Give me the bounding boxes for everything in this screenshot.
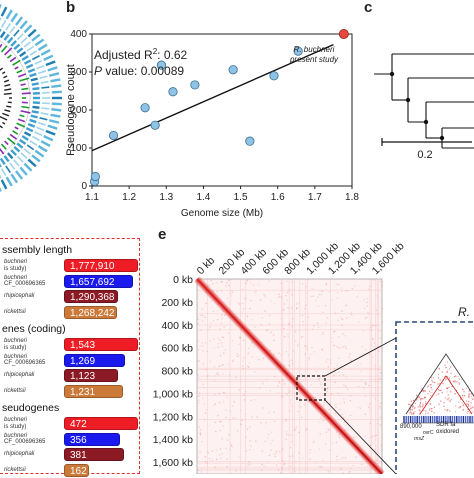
circular-genome-map <box>0 0 66 200</box>
section-title: ssembly length <box>2 244 72 256</box>
scatter-point <box>191 81 199 89</box>
inset-coord: 890,000 <box>400 424 422 430</box>
hic-left-tick-label: 1,600 kb <box>153 457 193 469</box>
stat-bar: 1,657,692 <box>64 275 133 288</box>
stat-bar: 1,543 <box>64 338 138 351</box>
inset-gene-2: ovrC <box>423 430 434 436</box>
x-tick-label: 1.7 <box>308 192 322 203</box>
inset-sdr-1: SDR fa <box>436 422 456 428</box>
scatter-point <box>109 131 117 139</box>
scatter-point <box>151 121 159 129</box>
species-label: rhipicephali <box>4 293 34 300</box>
stat-bar: 1,123 <box>64 369 118 382</box>
tree-scale-bar: 0.2 <box>380 138 474 168</box>
stat-bar: 1,269 <box>64 354 125 367</box>
x-tick-label: 1.4 <box>196 192 210 203</box>
p-value-label: P value: 0.00089 <box>94 64 184 78</box>
hic-left-tick-label: 200 kb <box>161 297 193 309</box>
scatter-point <box>169 88 177 96</box>
tree-scale-label: 0.2 <box>417 149 432 161</box>
stat-bar: 162 <box>64 464 89 477</box>
inset-title: R. <box>458 305 470 319</box>
hic-left-tick-label: 400 kb <box>161 320 193 332</box>
stat-bar: 1,231 <box>64 385 123 398</box>
hic-left-tick-label: 1,000 kb <box>153 388 193 400</box>
highlight-point <box>339 29 348 38</box>
stat-bar: 356 <box>64 433 120 446</box>
scatter-point <box>141 104 149 112</box>
species-label: rickettsii <box>4 309 26 316</box>
scatter-point <box>246 137 254 145</box>
hic-left-tick-label: 800 kb <box>161 366 193 378</box>
panel-letter-c: c <box>364 0 372 16</box>
section-title: enes (coding) <box>2 323 66 335</box>
y-axis-label: Pseudogene count <box>66 64 77 156</box>
scatter-point <box>91 172 99 180</box>
section-title: seudogenes <box>2 402 59 414</box>
hic-left-tick-label: 1,200 kb <box>153 411 193 423</box>
y-tick-label: 400 <box>70 29 87 40</box>
stat-bar: 381 <box>64 448 124 461</box>
species-label: rhipicephali <box>4 451 34 458</box>
inset-sdr-2: oxidored <box>436 429 459 435</box>
scatter-point <box>229 66 237 74</box>
panel-letter-b: b <box>66 0 75 16</box>
species-label: rickettsii <box>4 388 26 395</box>
scatter-point <box>270 72 278 80</box>
adjusted-r2-label: Adjusted R2: 0.62 <box>94 47 188 62</box>
inset-gene-1: rnsZ <box>414 436 425 442</box>
highlight-label-1: R. buchneri <box>294 45 335 54</box>
x-axis-label: Genome size (Mb) <box>181 208 263 219</box>
inset-panel <box>396 322 474 474</box>
hic-left-tick-label: 600 kb <box>161 343 193 355</box>
x-tick-label: 1.6 <box>271 192 285 203</box>
x-tick-label: 1.8 <box>345 192 359 203</box>
hic-left-tick-label: 0 kb <box>173 274 193 286</box>
species-label: rhipicephali <box>4 372 34 379</box>
highlight-label-2: present study <box>289 55 339 64</box>
stat-bar: 1,268,242 <box>64 306 117 319</box>
hic-left-tick-label: 1,400 kb <box>153 434 193 446</box>
stat-bar: 1,777,910 <box>64 259 138 272</box>
hic-top-tick-label: 0 kb <box>195 254 218 277</box>
x-tick-label: 1.2 <box>122 192 136 203</box>
x-tick-label: 1.3 <box>159 192 173 203</box>
stat-bar: 1,290,368 <box>64 290 118 303</box>
stat-bar: 472 <box>64 417 138 430</box>
x-tick-label: 1.1 <box>85 192 99 203</box>
species-label: rickettsii <box>4 467 26 474</box>
x-tick-label: 1.5 <box>234 192 248 203</box>
y-tick-label: 0 <box>81 181 87 192</box>
